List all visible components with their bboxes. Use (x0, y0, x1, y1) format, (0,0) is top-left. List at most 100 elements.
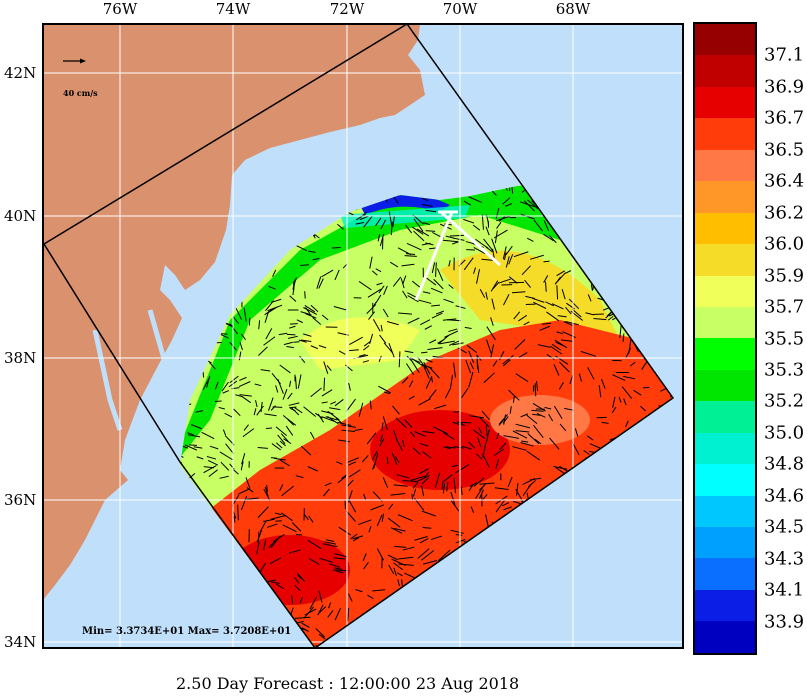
current-vector (530, 254, 544, 260)
current-vector (366, 432, 377, 445)
current-vector (180, 451, 184, 458)
current-vector (520, 413, 529, 418)
current-vector (419, 443, 429, 447)
current-vector (512, 430, 528, 439)
current-vector (372, 319, 381, 332)
current-vector (546, 354, 555, 360)
current-vector (381, 422, 384, 431)
current-vector (526, 450, 541, 461)
map-frame (42, 23, 684, 649)
land (43, 24, 425, 600)
current-vector (349, 336, 363, 345)
lat-label: 42N (4, 64, 37, 82)
current-vector (485, 425, 488, 437)
current-vector (392, 276, 402, 287)
current-vector (518, 352, 528, 358)
colorbar-label: 36.5 (764, 139, 805, 161)
current-vector (543, 220, 550, 232)
current-vector (307, 539, 322, 550)
current-vector (508, 254, 514, 265)
current-vector (296, 245, 308, 252)
current-vector (453, 446, 464, 449)
current-vector (502, 197, 511, 205)
current-vector (545, 301, 555, 307)
current-vector (564, 407, 575, 411)
current-vector (445, 446, 456, 449)
current-vector (317, 604, 324, 616)
current-vector (422, 291, 431, 294)
current-vector (280, 433, 289, 443)
colorbar-bin (695, 24, 755, 56)
current-vector (244, 497, 259, 501)
current-vector (398, 556, 414, 560)
current-vector (206, 455, 217, 460)
current-vector (258, 346, 268, 356)
current-vector (388, 503, 394, 510)
current-vector (524, 279, 531, 288)
current-vector (319, 557, 334, 563)
current-vector (288, 402, 300, 406)
current-vector (358, 281, 372, 291)
current-vector (407, 295, 419, 303)
current-vector (527, 433, 540, 445)
section-line-marker (414, 210, 502, 301)
current-vector (544, 406, 552, 410)
current-vector (455, 305, 466, 309)
current-vector (402, 480, 418, 483)
current-vector (525, 295, 535, 299)
current-vector (469, 415, 485, 419)
current-vector (565, 320, 579, 326)
colorbar-bin (695, 495, 755, 527)
current-vector (263, 539, 267, 550)
current-vector (291, 407, 300, 416)
current-vector (512, 395, 515, 403)
current-vector (300, 264, 310, 266)
current-vector (380, 219, 387, 230)
colorbar-label: 34.3 (764, 548, 805, 570)
current-vector (532, 402, 546, 412)
current-vector (282, 415, 289, 420)
current-vector (512, 446, 527, 451)
colorbar-bin (695, 464, 755, 496)
current-vector (368, 525, 372, 533)
current-vector (473, 477, 485, 487)
current-vector (254, 383, 262, 387)
current-vector (430, 287, 443, 294)
current-vector (435, 262, 437, 277)
current-vector (612, 374, 626, 381)
current-vector (414, 536, 428, 541)
current-vector (455, 538, 466, 544)
current-vector (347, 457, 360, 463)
current-vector (334, 567, 343, 570)
current-vector (394, 527, 406, 532)
current-vector (523, 200, 535, 212)
current-vector (367, 594, 374, 599)
colorbar-bin (695, 432, 755, 465)
current-vector (310, 387, 322, 398)
current-vector (580, 350, 597, 357)
current-vector (421, 510, 436, 517)
current-vector (495, 459, 500, 469)
current-vector (401, 376, 409, 384)
current-vector (559, 423, 567, 432)
colorbar-label: 37.1 (764, 44, 805, 66)
current-vector (494, 487, 509, 491)
current-vector (257, 506, 269, 518)
current-vector (387, 517, 401, 528)
current-vector (469, 361, 474, 370)
current-vector (522, 484, 532, 496)
current-vector (532, 413, 541, 416)
current-vector (492, 360, 498, 367)
current-vector (601, 421, 609, 424)
colorbar-bin (695, 401, 755, 433)
colorbar-bin (695, 527, 755, 559)
current-vector (503, 506, 512, 511)
current-vector (279, 440, 286, 447)
current-vector (444, 387, 452, 399)
current-vector (304, 305, 316, 313)
current-vector (587, 367, 595, 380)
current-vector (481, 410, 490, 421)
current-vector (358, 519, 372, 526)
current-vector (222, 390, 230, 394)
current-vector (334, 399, 344, 407)
